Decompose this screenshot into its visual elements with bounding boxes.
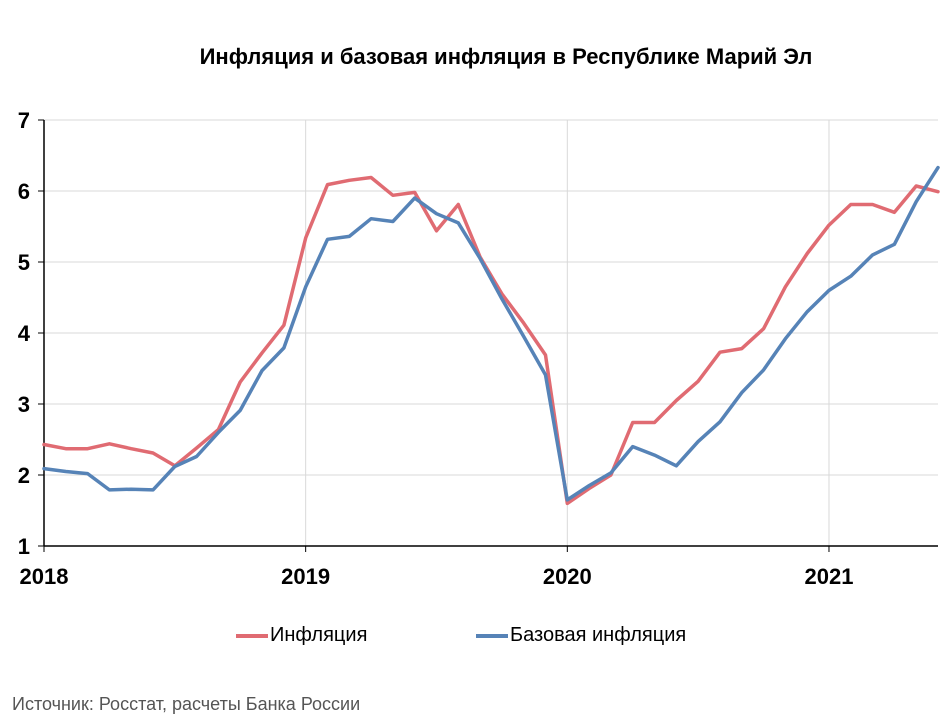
y-tick-label: 1 xyxy=(18,534,30,559)
line-chart: 1 2 3 4 5 6 7 2018 2019 2020 2021 xyxy=(18,108,940,589)
legend-swatch-inflation xyxy=(236,633,268,638)
legend-label-core-inflation: Базовая инфляция xyxy=(510,624,687,646)
y-tick-label: 2 xyxy=(18,463,30,488)
y-tick-label: 6 xyxy=(18,179,30,204)
x-tick-label: 2020 xyxy=(543,564,592,589)
x-tick-label: 2018 xyxy=(20,564,69,589)
source-note: Источник: Росстат, расчеты Банка России xyxy=(12,694,361,714)
y-tick-label: 7 xyxy=(18,108,30,133)
legend-label-inflation: Инфляция xyxy=(270,624,368,646)
legend-swatch-core-inflation xyxy=(476,633,508,638)
x-tick-label: 2021 xyxy=(804,564,853,589)
y-tick-label: 5 xyxy=(18,250,30,275)
series-layer xyxy=(42,165,940,506)
y-tick-label: 4 xyxy=(18,321,31,346)
x-tick-label: 2019 xyxy=(281,564,330,589)
grid-layer xyxy=(44,119,938,546)
legend-item-inflation: Инфляция xyxy=(236,624,367,647)
chart-title: Инфляция и базовая инфляция в Республике… xyxy=(199,44,813,69)
legend-item-core-inflation: Базовая инфляция xyxy=(476,624,686,647)
label-layer: 1 2 3 4 5 6 7 2018 2019 2020 2021 xyxy=(18,108,854,589)
axis-layer xyxy=(38,119,938,552)
series-line-core-inflation xyxy=(42,165,940,502)
series-line-inflation xyxy=(42,175,940,506)
y-tick-label: 3 xyxy=(18,392,30,417)
